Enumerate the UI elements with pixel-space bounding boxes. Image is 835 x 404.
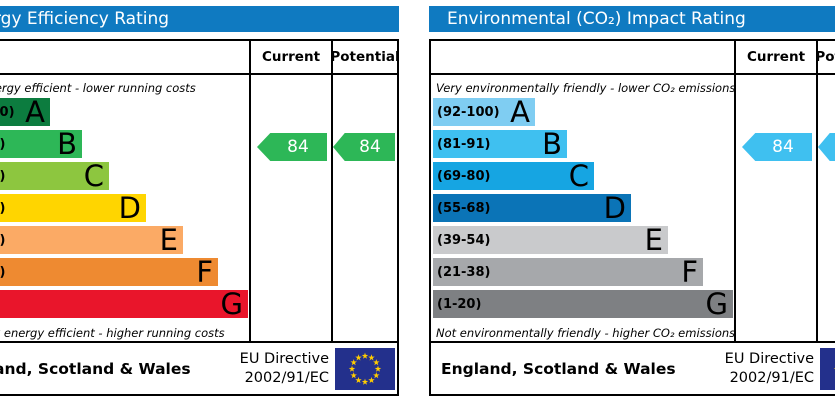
band-letter: D bbox=[603, 190, 626, 225]
band-range: (39-54) bbox=[437, 232, 491, 248]
rating-table: Current Potential Very energy efficient … bbox=[0, 39, 399, 396]
bands-cell: Very environmentally friendly - lower CO… bbox=[431, 75, 736, 341]
band-letter: F bbox=[196, 254, 213, 289]
bands-cell: Very energy efficient - lower running co… bbox=[0, 75, 249, 341]
band-letter: A bbox=[25, 94, 45, 129]
band-range: (39-54) bbox=[0, 232, 6, 248]
potential-column-header: Potential bbox=[816, 41, 835, 73]
eu-directive-line2: 2002/91/EC bbox=[244, 369, 329, 386]
band-letter: C bbox=[83, 158, 104, 193]
current-rating-value: 84 bbox=[287, 137, 309, 157]
band-range: (92-100) bbox=[437, 104, 500, 120]
band-row-f: (21-38) F bbox=[0, 254, 218, 289]
chart-title: Environmental (CO₂) Impact Rating bbox=[447, 9, 746, 29]
rating-bands: (92-100) A (81-91) B (69-80) C (55-68) bbox=[431, 94, 734, 321]
eu-directive-line2: 2002/91/EC bbox=[729, 369, 814, 386]
band-row-d: (55-68) D bbox=[0, 190, 146, 225]
eu-directive-line1: EU Directive bbox=[724, 350, 814, 367]
band-range: (81-91) bbox=[437, 136, 491, 152]
band-row-g: (1-20) G bbox=[0, 286, 248, 321]
band-range: (1-20) bbox=[437, 296, 482, 312]
band-row-e: (39-54) E bbox=[0, 222, 183, 257]
band-range: (21-38) bbox=[0, 264, 6, 280]
table-body: Very environmentally friendly - lower CO… bbox=[431, 75, 835, 341]
current-rating-value: 84 bbox=[772, 137, 794, 157]
table-header-row: Current Potential bbox=[431, 41, 835, 75]
co2-impact-chart: Environmental (CO₂) Impact Rating Curren… bbox=[429, 6, 835, 396]
chart-title-bar: Energy Efficiency Rating bbox=[0, 6, 399, 32]
band-letter: F bbox=[681, 254, 698, 289]
header-spacer-cell bbox=[0, 41, 249, 73]
band-row-c: (69-80) C bbox=[0, 158, 109, 193]
current-column-header: Current bbox=[249, 41, 331, 73]
band-range: (69-80) bbox=[0, 168, 6, 184]
rating-bands: (92-100) A (81-91) B (69-80) C (55-68) bbox=[0, 94, 249, 321]
potential-rating-value: 84 bbox=[359, 137, 381, 157]
band-letter: E bbox=[644, 222, 663, 257]
current-column-header: Current bbox=[734, 41, 816, 73]
band-row-a: (92-100) A bbox=[0, 94, 50, 129]
band-letter: G bbox=[705, 286, 728, 321]
top-caption: Very environmentally friendly - lower CO… bbox=[436, 81, 736, 95]
header-spacer-cell bbox=[431, 41, 734, 73]
table-header-row: Current Potential bbox=[0, 41, 397, 75]
eu-directive-label: EU Directive 2002/91/EC bbox=[240, 350, 329, 388]
current-rating-cell: 84 bbox=[734, 75, 816, 341]
band-letter: C bbox=[568, 158, 589, 193]
band-row-e: (39-54) E bbox=[433, 222, 668, 257]
region-label: England, Scotland & Wales bbox=[0, 359, 191, 378]
band-range: (81-91) bbox=[0, 136, 6, 152]
band-letter: D bbox=[118, 190, 141, 225]
band-range: (69-80) bbox=[437, 168, 491, 184]
band-row-a: (92-100) A bbox=[433, 94, 535, 129]
band-row-g: (1-20) G bbox=[433, 286, 733, 321]
chart-title-bar: Environmental (CO₂) Impact Rating bbox=[429, 6, 835, 32]
band-letter: B bbox=[542, 126, 562, 161]
bottom-caption: Not environmentally friendly - higher CO… bbox=[436, 326, 736, 340]
current-rating-cell: 84 bbox=[249, 75, 331, 341]
bottom-caption: Not very energy efficient - higher runni… bbox=[0, 326, 225, 340]
region-label: England, Scotland & Wales bbox=[441, 359, 676, 378]
table-footer-row: England, Scotland & Wales EU Directive 2… bbox=[431, 341, 835, 394]
rating-table: Current Potential Very environmentally f… bbox=[429, 39, 835, 396]
energy-efficiency-chart: Energy Efficiency Rating Current Potenti… bbox=[0, 6, 399, 396]
band-letter: B bbox=[57, 126, 77, 161]
table-body: Very energy efficient - lower running co… bbox=[0, 75, 397, 341]
potential-column-header: Potential bbox=[331, 41, 397, 73]
current-rating-arrow: 84 bbox=[257, 133, 327, 161]
current-rating-arrow: 84 bbox=[742, 133, 812, 161]
potential-rating-arrow: 84 bbox=[333, 133, 395, 161]
band-range: (92-100) bbox=[0, 104, 15, 120]
band-range: (55-68) bbox=[0, 200, 6, 216]
potential-rating-cell bbox=[816, 75, 835, 341]
band-row-b: (81-91) B bbox=[433, 126, 567, 161]
potential-rating-arrow bbox=[818, 133, 835, 161]
potential-rating-cell: 84 bbox=[331, 75, 397, 341]
band-range: (21-38) bbox=[437, 264, 491, 280]
band-row-d: (55-68) D bbox=[433, 190, 631, 225]
eu-directive-line1: EU Directive bbox=[239, 350, 329, 367]
eu-flag-icon bbox=[820, 347, 835, 390]
chart-title: Energy Efficiency Rating bbox=[0, 9, 170, 29]
band-row-f: (21-38) F bbox=[433, 254, 703, 289]
table-footer-row: England, Scotland & Wales EU Directive 2… bbox=[0, 341, 397, 394]
eu-flag-icon bbox=[335, 347, 395, 390]
band-letter: E bbox=[159, 222, 178, 257]
band-letter: G bbox=[220, 286, 243, 321]
band-range: (55-68) bbox=[437, 200, 491, 216]
band-row-c: (69-80) C bbox=[433, 158, 594, 193]
band-row-b: (81-91) B bbox=[0, 126, 82, 161]
eu-directive-label: EU Directive 2002/91/EC bbox=[725, 350, 814, 388]
band-letter: A bbox=[510, 94, 530, 129]
top-caption: Very energy efficient - lower running co… bbox=[0, 81, 196, 95]
